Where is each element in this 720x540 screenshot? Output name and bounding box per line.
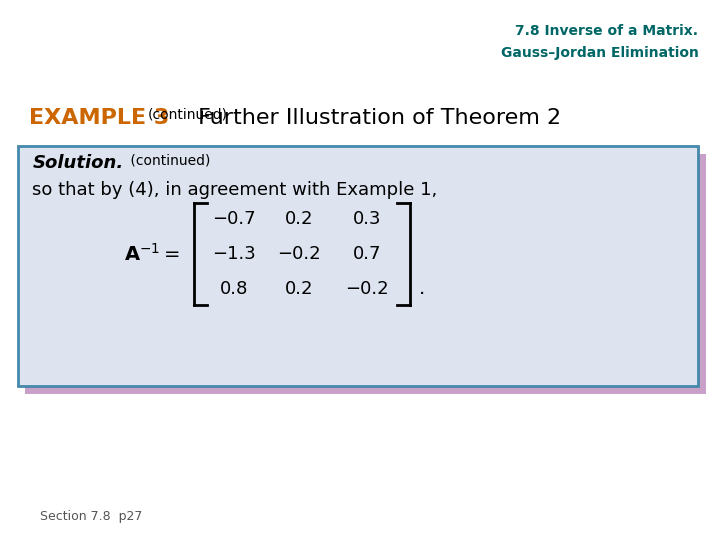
Text: −0.7: −0.7 <box>212 210 256 228</box>
Text: 0.3: 0.3 <box>353 210 382 228</box>
Text: so that by (4), in agreement with Example 1,: so that by (4), in agreement with Exampl… <box>32 181 438 199</box>
Text: Solution.: Solution. <box>32 154 124 172</box>
Text: −1.3: −1.3 <box>212 245 256 263</box>
Text: 0.2: 0.2 <box>284 280 313 298</box>
FancyBboxPatch shape <box>18 146 698 386</box>
Text: Further Illustration of Theorem 2: Further Illustration of Theorem 2 <box>191 108 561 128</box>
Text: 0.8: 0.8 <box>220 280 248 298</box>
Text: Section 7.8  p27: Section 7.8 p27 <box>40 510 142 523</box>
FancyBboxPatch shape <box>25 154 706 394</box>
Text: −0.2: −0.2 <box>277 245 320 263</box>
Text: $\mathbf{A}^{-1} =$: $\mathbf{A}^{-1} =$ <box>124 243 180 265</box>
Text: −0.2: −0.2 <box>346 280 389 298</box>
Text: EXAMPLE 3: EXAMPLE 3 <box>29 108 169 128</box>
Text: Gauss–Jordan Elimination: Gauss–Jordan Elimination <box>500 46 698 60</box>
Text: .: . <box>419 279 426 299</box>
Text: (continued): (continued) <box>126 154 210 168</box>
Text: 7.8 Inverse of a Matrix.: 7.8 Inverse of a Matrix. <box>516 24 698 38</box>
Text: 0.2: 0.2 <box>284 210 313 228</box>
Text: (continued): (continued) <box>148 108 228 122</box>
Text: 0.7: 0.7 <box>353 245 382 263</box>
